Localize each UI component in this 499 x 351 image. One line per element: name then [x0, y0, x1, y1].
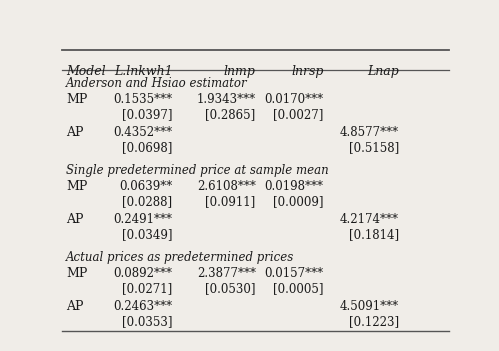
Text: 0.2463***: 0.2463*** — [113, 300, 173, 313]
Text: [0.0027]: [0.0027] — [273, 108, 323, 121]
Text: 2.6108***: 2.6108*** — [197, 180, 255, 193]
Text: MP: MP — [66, 93, 88, 106]
Text: lnmp: lnmp — [224, 65, 255, 78]
Text: [0.0353]: [0.0353] — [122, 315, 173, 328]
Text: [0.5158]: [0.5158] — [349, 141, 399, 154]
Text: Actual prices as predetermined prices: Actual prices as predetermined prices — [66, 251, 294, 264]
Text: 0.4352***: 0.4352*** — [113, 126, 173, 139]
Text: 2.3877***: 2.3877*** — [197, 267, 255, 280]
Text: Model: Model — [66, 65, 106, 78]
Text: 0.2491***: 0.2491*** — [114, 213, 173, 226]
Text: [0.0698]: [0.0698] — [122, 141, 173, 154]
Text: [0.0530]: [0.0530] — [205, 282, 255, 295]
Text: 0.0157***: 0.0157*** — [264, 267, 323, 280]
Text: MP: MP — [66, 180, 88, 193]
Text: 4.8577***: 4.8577*** — [340, 126, 399, 139]
Text: Anderson and Hsiao estimator: Anderson and Hsiao estimator — [66, 77, 248, 90]
Text: [0.1223]: [0.1223] — [349, 315, 399, 328]
Text: AP: AP — [66, 300, 84, 313]
Text: 4.2174***: 4.2174*** — [340, 213, 399, 226]
Text: MP: MP — [66, 267, 88, 280]
Text: [0.0397]: [0.0397] — [122, 108, 173, 121]
Text: lnrsp: lnrsp — [291, 65, 323, 78]
Text: [0.0288]: [0.0288] — [122, 195, 173, 208]
Text: 0.0170***: 0.0170*** — [264, 93, 323, 106]
Text: L.lnkwh1: L.lnkwh1 — [114, 65, 173, 78]
Text: 1.9343***: 1.9343*** — [197, 93, 255, 106]
Text: 0.0639**: 0.0639** — [119, 180, 173, 193]
Text: [0.0349]: [0.0349] — [122, 228, 173, 241]
Text: 0.0198***: 0.0198*** — [264, 180, 323, 193]
Text: [0.0009]: [0.0009] — [273, 195, 323, 208]
Text: [0.0005]: [0.0005] — [273, 282, 323, 295]
Text: 0.1535***: 0.1535*** — [113, 93, 173, 106]
Text: [0.2865]: [0.2865] — [206, 108, 255, 121]
Text: [0.0271]: [0.0271] — [122, 282, 173, 295]
Text: Lnap: Lnap — [367, 65, 399, 78]
Text: [0.1814]: [0.1814] — [349, 228, 399, 241]
Text: 4.5091***: 4.5091*** — [340, 300, 399, 313]
Text: 0.0892***: 0.0892*** — [114, 267, 173, 280]
Text: [0.0911]: [0.0911] — [206, 195, 255, 208]
Text: AP: AP — [66, 213, 84, 226]
Text: AP: AP — [66, 126, 84, 139]
Text: Single predetermined price at sample mean: Single predetermined price at sample mea… — [66, 164, 329, 177]
